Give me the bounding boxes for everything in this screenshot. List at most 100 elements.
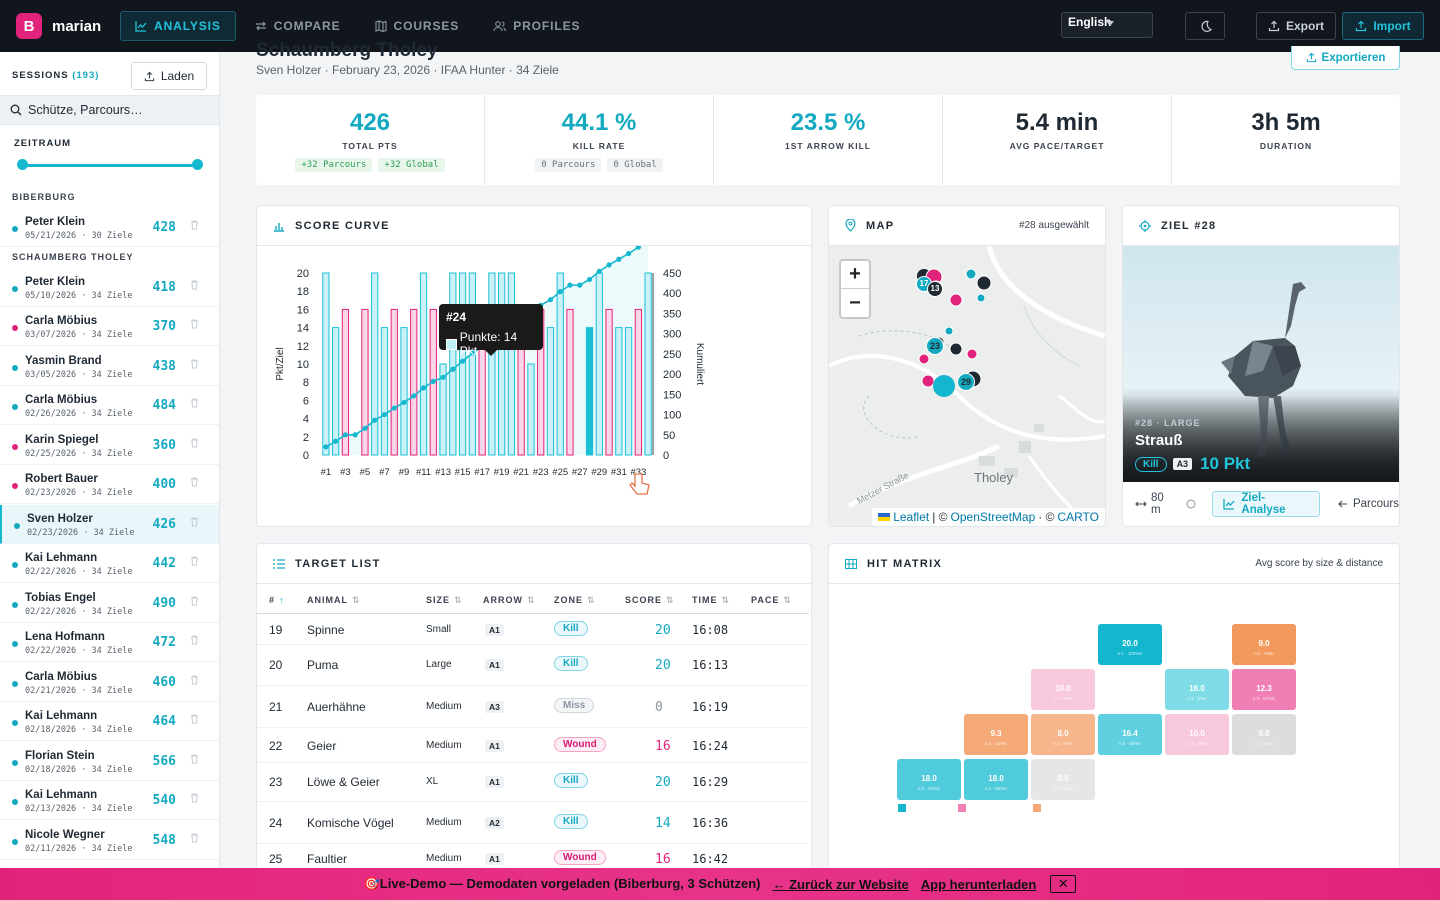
period-slider-track[interactable] bbox=[22, 164, 197, 167]
carto-link[interactable]: CARTO bbox=[1057, 510, 1099, 524]
cumulative-point[interactable] bbox=[411, 393, 417, 399]
map-marker-23[interactable]: 23 bbox=[926, 337, 944, 355]
trash-icon[interactable] bbox=[190, 398, 199, 408]
app-logo[interactable]: B marian bbox=[16, 13, 116, 39]
cumulative-point[interactable] bbox=[323, 444, 329, 450]
session-item[interactable]: Tobias Engel 02/22/2026 · 34 Ziele 490 bbox=[0, 584, 219, 623]
cumulative-point[interactable] bbox=[342, 432, 349, 438]
cumulative-point[interactable] bbox=[391, 405, 397, 411]
hit-matrix-cell[interactable]: 16.4 n:5 · 60%K bbox=[1098, 714, 1162, 755]
session-item[interactable]: Carla Möbius 02/21/2026 · 34 Ziele 460 bbox=[0, 663, 219, 702]
cumulative-point[interactable] bbox=[567, 282, 573, 288]
session-item[interactable]: Kai Lehmann 02/18/2026 · 34 Ziele 464 bbox=[0, 702, 219, 741]
score-bar[interactable] bbox=[498, 272, 506, 456]
trash-icon[interactable] bbox=[190, 556, 199, 566]
column-header[interactable]: ZONE ⇅ bbox=[554, 595, 596, 606]
cumulative-point[interactable] bbox=[616, 256, 622, 262]
score-bar[interactable] bbox=[488, 272, 496, 456]
score-bar[interactable] bbox=[341, 308, 350, 456]
session-search-input[interactable] bbox=[28, 103, 208, 117]
cumulative-point[interactable] bbox=[381, 411, 388, 418]
session-item[interactable]: Robert Bauer 02/23/2026 · 34 Ziele 400 bbox=[0, 465, 219, 504]
session-item[interactable]: Nicole Wegner 02/11/2026 · 34 Ziele 548 bbox=[0, 821, 219, 860]
export-button[interactable]: Export bbox=[1256, 12, 1336, 40]
tab-profiles[interactable]: PROFILES bbox=[478, 11, 595, 41]
period-slider-end-handle[interactable] bbox=[192, 159, 203, 170]
back-to-website-link[interactable]: ← Zurück zur Website bbox=[772, 876, 909, 892]
trash-icon[interactable] bbox=[190, 438, 199, 448]
score-bar[interactable] bbox=[624, 327, 633, 456]
language-select[interactable]: English bbox=[1061, 12, 1153, 38]
table-row[interactable]: 22 Geier Medium A1 Wound 16 16:24 bbox=[257, 729, 809, 763]
session-item[interactable]: Yasmin Brand 03/05/2026 · 34 Ziele 438 bbox=[0, 347, 219, 386]
table-row[interactable]: 21 Auerhähne Medium A3 Miss 0 16:19 bbox=[257, 686, 809, 728]
zoom-out-button[interactable]: − bbox=[849, 291, 861, 314]
column-header[interactable]: PACE ⇅ bbox=[751, 595, 792, 606]
score-bar[interactable] bbox=[615, 327, 623, 456]
score-bar[interactable] bbox=[361, 308, 369, 456]
score-bar[interactable] bbox=[410, 308, 418, 456]
score-bar[interactable] bbox=[634, 308, 642, 456]
exportieren-button[interactable]: Exportieren bbox=[1291, 46, 1400, 70]
theme-toggle-button[interactable] bbox=[1185, 12, 1225, 40]
cumulative-point[interactable] bbox=[459, 358, 466, 364]
score-bar[interactable] bbox=[332, 327, 340, 456]
hit-matrix-cell[interactable]: 18.0 n:2 · 50%K bbox=[964, 759, 1028, 800]
score-bar[interactable] bbox=[556, 272, 564, 456]
trash-icon[interactable] bbox=[190, 319, 199, 329]
score-bar[interactable] bbox=[527, 363, 535, 456]
import-button[interactable]: Import bbox=[1342, 12, 1424, 40]
cumulative-point[interactable] bbox=[352, 432, 358, 438]
score-bar[interactable] bbox=[595, 272, 603, 456]
trash-icon[interactable] bbox=[190, 280, 199, 290]
session-item[interactable]: Karin Spiegel 02/25/2026 · 34 Ziele 360 bbox=[0, 426, 219, 465]
load-button[interactable]: Laden bbox=[131, 62, 207, 90]
session-item[interactable]: Peter Klein 05/21/2026 · 30 Ziele 428 bbox=[0, 208, 219, 247]
table-row[interactable]: 24 Komische Vögel Medium A2 Kill 14 16:36 bbox=[257, 802, 809, 844]
trash-icon[interactable] bbox=[190, 635, 199, 645]
cumulative-point[interactable] bbox=[625, 250, 632, 257]
session-item[interactable]: Carla Möbius 03/07/2026 · 34 Ziele 370 bbox=[0, 307, 219, 346]
cumulative-point[interactable] bbox=[401, 399, 407, 406]
score-bar[interactable] bbox=[546, 327, 555, 456]
score-bar[interactable] bbox=[390, 308, 398, 456]
score-bar[interactable] bbox=[566, 308, 574, 456]
column-header[interactable]: SIZE ⇅ bbox=[426, 595, 463, 606]
period-slider-start-handle[interactable] bbox=[17, 159, 28, 170]
session-item[interactable]: Peter Klein 05/10/2026 · 34 Ziele 418 bbox=[0, 268, 219, 307]
session-item[interactable]: Sven Holzer 02/23/2026 · 34 Ziele 426 bbox=[0, 504, 219, 544]
trash-icon[interactable] bbox=[190, 220, 199, 230]
session-item[interactable]: Kai Lehmann 02/13/2026 · 34 Ziele 540 bbox=[0, 781, 219, 820]
score-curve-chart[interactable]: 0246810121416182005010015020025030035040… bbox=[257, 246, 812, 527]
score-bar[interactable] bbox=[380, 327, 389, 456]
download-app-link[interactable]: App herunterladen bbox=[920, 876, 1037, 892]
zoom-in-button[interactable]: + bbox=[841, 261, 869, 289]
hit-matrix-cell[interactable]: 10.0 n:1 · 0%K bbox=[1165, 714, 1229, 755]
cumulative-point[interactable] bbox=[606, 262, 612, 268]
cumulative-point[interactable] bbox=[450, 366, 456, 372]
trash-icon[interactable] bbox=[190, 754, 199, 764]
cumulative-point[interactable] bbox=[596, 268, 602, 274]
openstreetmap-link[interactable]: OpenStreetMap bbox=[950, 510, 1036, 524]
trash-icon[interactable] bbox=[190, 833, 199, 843]
score-bar[interactable] bbox=[371, 272, 379, 456]
tab-analysis[interactable]: ANALYSIS bbox=[120, 11, 236, 41]
column-header[interactable]: # ↑ bbox=[269, 595, 285, 605]
score-bar[interactable] bbox=[585, 327, 594, 456]
cumulative-point[interactable] bbox=[440, 374, 446, 380]
table-row[interactable]: 25 Faultier Medium A1 Wound 16 16:42 bbox=[257, 844, 809, 874]
map-marker-13[interactable]: 13 bbox=[927, 281, 943, 297]
target-analysis-button[interactable]: Ziel-Analyse bbox=[1212, 491, 1320, 517]
cumulative-point[interactable] bbox=[420, 385, 427, 391]
hit-matrix-cell[interactable]: 16.0 n:1 · 0%K bbox=[1165, 669, 1229, 710]
cumulative-point[interactable] bbox=[547, 297, 554, 303]
trash-icon[interactable] bbox=[190, 714, 199, 724]
cumulative-point[interactable] bbox=[469, 350, 475, 356]
column-header[interactable]: TIME ⇅ bbox=[692, 595, 730, 606]
score-bar[interactable] bbox=[507, 272, 516, 456]
hit-matrix-cell[interactable]: 9.3 n:3 · 33%K bbox=[964, 714, 1028, 755]
map-view[interactable]: Tholey Metzer Straße 17 13 23 29 + − Lea… bbox=[829, 246, 1105, 526]
hit-matrix-cell[interactable]: 12.3 n:3 · 67%K bbox=[1232, 669, 1296, 710]
score-bar[interactable] bbox=[468, 272, 476, 456]
cumulative-point[interactable] bbox=[362, 425, 368, 431]
